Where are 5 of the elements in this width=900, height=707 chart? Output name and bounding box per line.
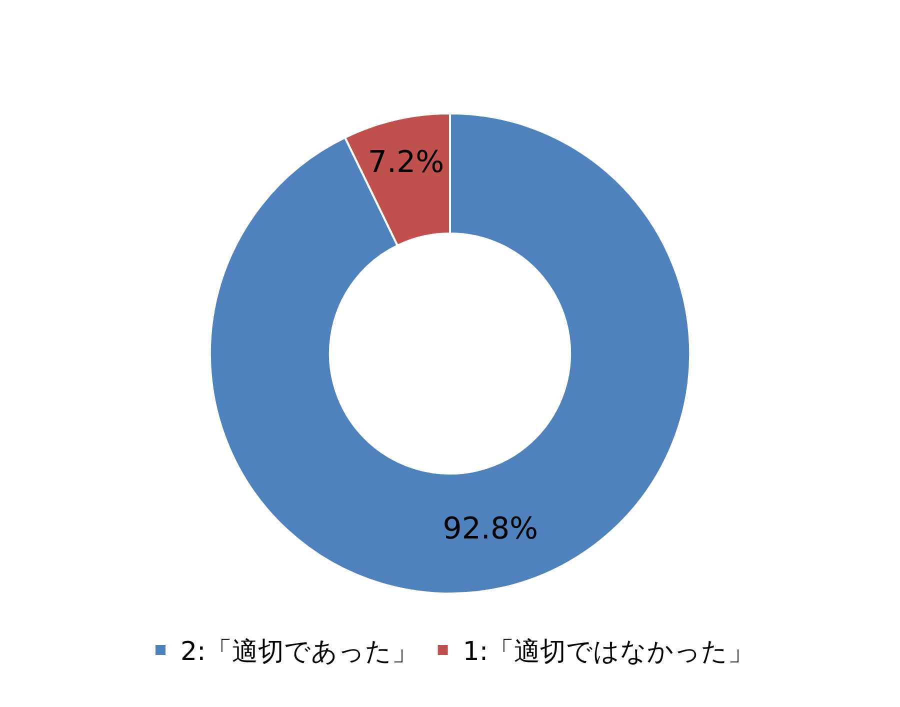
data-label: 7.2% <box>368 144 444 180</box>
data-label: 92.8% <box>442 512 538 547</box>
legend-label: 1:「適切ではなかった」 <box>462 637 754 668</box>
donut-slice <box>209 112 692 594</box>
legend-label: 2:「適切であった」 <box>180 637 418 668</box>
